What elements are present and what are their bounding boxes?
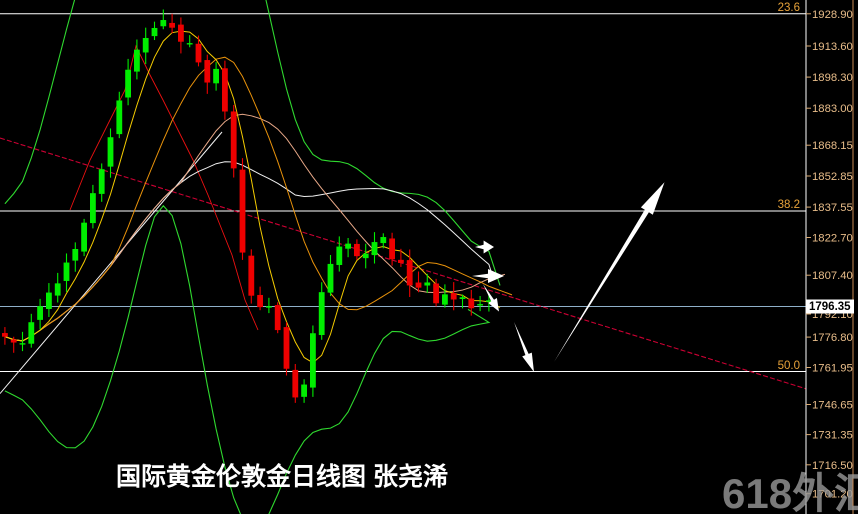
svg-text:1898.30: 1898.30 [812,72,853,84]
svg-text:618外汇网: 618外汇网 [722,470,858,514]
svg-text:国际黄金伦敦金日线图 张尧浠: 国际黄金伦敦金日线图 张尧浠 [116,462,448,491]
svg-text:1776.80: 1776.80 [812,332,853,344]
svg-text:1761.95: 1761.95 [812,363,853,375]
svg-text:1837.55: 1837.55 [812,202,853,214]
svg-text:1868.15: 1868.15 [812,140,853,152]
svg-text:1928.90: 1928.90 [812,9,853,21]
svg-text:1913.60: 1913.60 [812,41,853,53]
svg-text:1852.85: 1852.85 [812,171,853,183]
svg-text:1822.70: 1822.70 [812,233,853,245]
svg-text:1883.00: 1883.00 [812,103,853,115]
svg-text:1807.40: 1807.40 [812,270,853,282]
svg-text:1796.35: 1796.35 [809,301,851,313]
svg-text:23.6: 23.6 [778,2,800,14]
svg-text:1731.35: 1731.35 [812,430,853,442]
svg-text:38.2: 38.2 [778,199,800,211]
svg-text:1746.65: 1746.65 [812,400,853,412]
svg-text:50.0: 50.0 [778,360,800,372]
